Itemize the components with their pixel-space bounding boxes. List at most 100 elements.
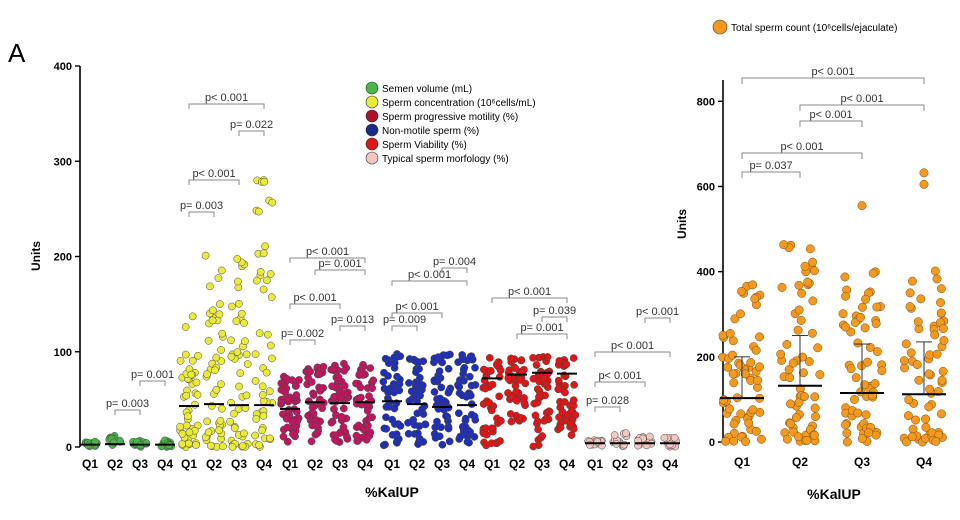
- data-point: [842, 437, 852, 447]
- data-point: [777, 282, 787, 292]
- data-point: [871, 430, 881, 440]
- data-point: [339, 404, 348, 413]
- data-point: [466, 391, 475, 400]
- data-point: [808, 296, 818, 306]
- data-point: [479, 365, 488, 374]
- data-point: [846, 364, 856, 374]
- significance-bracket: [541, 316, 568, 322]
- data-point: [187, 370, 196, 379]
- data-point: [593, 438, 602, 446]
- data-point: [851, 373, 861, 383]
- data-point: [352, 431, 361, 440]
- data-point: [380, 424, 389, 433]
- p-value-label: p< 0.001: [636, 306, 679, 318]
- data-point: [840, 420, 850, 430]
- legend-label: Non-motile sperm (%): [382, 126, 479, 137]
- data-point: [181, 323, 190, 331]
- data-point: [228, 443, 237, 451]
- x-tick-label-right: Q2: [792, 455, 808, 469]
- data-point: [751, 345, 761, 355]
- data-point: [459, 365, 468, 374]
- p-value-label: p= 0.002: [281, 328, 324, 340]
- data-point: [382, 403, 391, 411]
- data-point: [841, 291, 850, 301]
- data-point: [925, 384, 935, 394]
- data-point: [178, 429, 187, 438]
- data-point: [913, 317, 923, 327]
- data-point: [465, 372, 474, 381]
- data-point: [721, 436, 731, 446]
- data-point: [455, 382, 464, 391]
- data-point: [877, 366, 887, 376]
- data-point: [263, 276, 271, 285]
- significance-bracket: [289, 339, 316, 345]
- data-point: [936, 308, 946, 318]
- data-point: [421, 420, 429, 429]
- data-point: [467, 410, 476, 419]
- data-point: [736, 409, 746, 419]
- data-point: [791, 413, 801, 422]
- data-point: [204, 428, 213, 437]
- p-value-label: p= 0.003: [106, 398, 149, 410]
- data-point: [238, 442, 247, 450]
- significance-bracket: [799, 104, 925, 111]
- data-point: [725, 328, 735, 338]
- data-point: [800, 261, 810, 271]
- significance-bracket: [114, 409, 141, 415]
- data-point: [748, 280, 758, 290]
- p-value-label: p= 0.009: [383, 314, 426, 326]
- x-tick-label-right: Q3: [854, 455, 870, 469]
- x-axis-title-right: %KalUP: [807, 486, 861, 502]
- x-tick-label-left: Q2: [206, 457, 222, 471]
- data-point: [518, 369, 526, 378]
- data-point: [436, 394, 445, 403]
- data-point: [798, 368, 808, 378]
- data-point: [188, 312, 197, 321]
- x-tick-label-left: Q4: [256, 457, 272, 471]
- data-point: [328, 382, 336, 391]
- p-value-label: p< 0.001: [192, 168, 235, 180]
- p-value-label: p= 0.039: [533, 305, 576, 317]
- data-point: [283, 375, 292, 384]
- data-point: [554, 385, 563, 394]
- data-point: [622, 429, 630, 438]
- data-point: [610, 431, 619, 439]
- y-tick-label-left: 300: [54, 156, 72, 168]
- data-point: [242, 350, 251, 359]
- data-point: [458, 391, 467, 400]
- significance-bracket: [741, 77, 925, 84]
- data-point: [364, 421, 372, 430]
- data-point: [729, 378, 739, 388]
- data-point: [785, 373, 795, 383]
- data-point: [804, 357, 814, 367]
- data-point: [182, 391, 191, 400]
- data-point: [252, 276, 261, 285]
- x-tick-label-left: Q2: [509, 457, 525, 471]
- data-point: [512, 396, 521, 405]
- p-value-label: p< 0.001: [306, 246, 349, 258]
- data-point: [786, 399, 795, 409]
- data-point: [193, 391, 202, 399]
- panel-label: A: [8, 38, 26, 68]
- data-point: [443, 351, 452, 360]
- significance-bracket: [391, 280, 468, 286]
- data-point: [217, 266, 226, 275]
- y-tick-label-right: 800: [697, 96, 715, 108]
- x-tick-label-left: Q3: [534, 457, 550, 471]
- data-point: [356, 383, 365, 392]
- x-tick-label-left: Q3: [132, 457, 148, 471]
- data-point: [730, 314, 740, 324]
- data-point: [750, 294, 760, 304]
- data-point: [327, 418, 336, 427]
- data-point: [419, 438, 428, 446]
- data-point: [227, 336, 235, 345]
- data-point: [569, 396, 578, 404]
- data-point: [488, 380, 497, 389]
- data-point: [183, 412, 192, 421]
- data-point: [903, 411, 913, 421]
- data-point: [776, 349, 786, 359]
- data-point: [872, 347, 882, 357]
- data-point: [807, 328, 817, 338]
- data-point: [412, 368, 420, 377]
- data-point: [259, 411, 268, 420]
